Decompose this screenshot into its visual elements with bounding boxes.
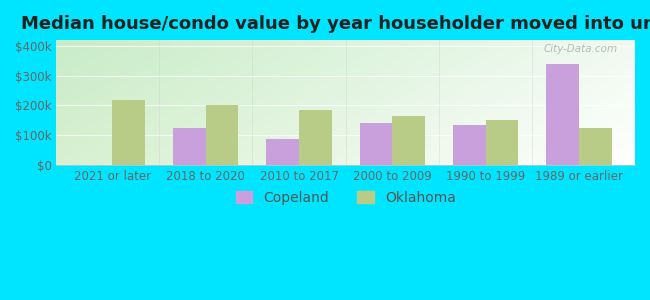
Title: Median house/condo value by year householder moved into unit: Median house/condo value by year househo… [21,15,650,33]
Bar [453,125,486,165]
Bar [547,64,579,165]
Text: City-Data.com: City-Data.com [543,44,618,54]
Bar [299,110,332,165]
Bar [173,128,206,165]
Bar [266,139,299,165]
Bar [359,123,393,165]
Bar [393,116,425,165]
Legend: Copeland, Oklahoma: Copeland, Oklahoma [230,185,462,210]
Bar [206,106,239,165]
Bar [579,128,612,165]
Bar [112,100,145,165]
Bar [486,120,518,165]
